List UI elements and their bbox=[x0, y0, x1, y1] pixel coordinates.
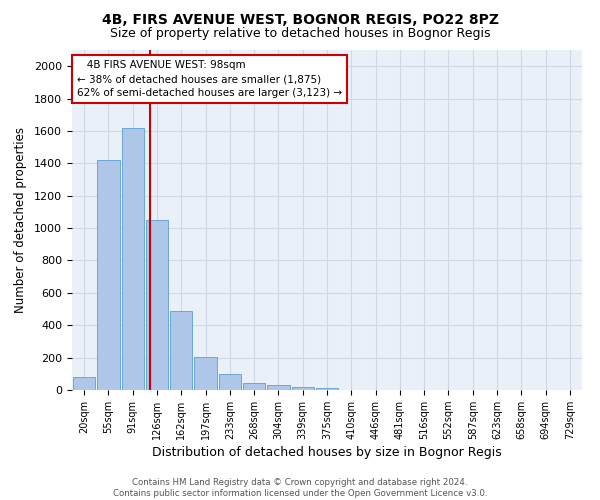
Bar bbox=[170, 310, 193, 390]
Bar bbox=[122, 128, 144, 390]
Text: Contains HM Land Registry data © Crown copyright and database right 2024.
Contai: Contains HM Land Registry data © Crown c… bbox=[113, 478, 487, 498]
Bar bbox=[146, 220, 168, 390]
Bar bbox=[267, 385, 290, 390]
Bar bbox=[218, 374, 241, 390]
Text: 4B FIRS AVENUE WEST: 98sqm
← 38% of detached houses are smaller (1,875)
62% of s: 4B FIRS AVENUE WEST: 98sqm ← 38% of deta… bbox=[77, 60, 342, 98]
Bar bbox=[243, 382, 265, 390]
Bar bbox=[316, 388, 338, 390]
Bar bbox=[194, 357, 217, 390]
X-axis label: Distribution of detached houses by size in Bognor Regis: Distribution of detached houses by size … bbox=[152, 446, 502, 459]
Bar bbox=[97, 160, 119, 390]
Bar bbox=[73, 377, 95, 390]
Text: Size of property relative to detached houses in Bognor Regis: Size of property relative to detached ho… bbox=[110, 28, 490, 40]
Y-axis label: Number of detached properties: Number of detached properties bbox=[14, 127, 27, 313]
Bar bbox=[292, 387, 314, 390]
Text: 4B, FIRS AVENUE WEST, BOGNOR REGIS, PO22 8PZ: 4B, FIRS AVENUE WEST, BOGNOR REGIS, PO22… bbox=[101, 12, 499, 26]
